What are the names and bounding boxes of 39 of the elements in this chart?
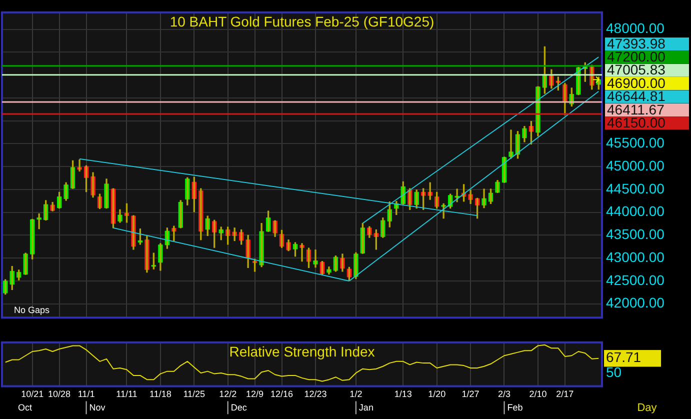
text: Feb xyxy=(507,402,523,413)
x-tick-label: 10/21 xyxy=(21,389,44,400)
x-tick-label: 1/2 xyxy=(350,389,362,400)
x-tick-label: 1/13 xyxy=(394,389,412,400)
y-tick-label: 45500.00 xyxy=(606,134,665,151)
chart-title: 10 BAHT Gold Futures Feb-25 (GF10G25) xyxy=(170,13,434,30)
x-tick-label: 2/17 xyxy=(556,389,574,400)
x-tick-label: 11/11 xyxy=(116,389,138,400)
y-tick-label: 43000.00 xyxy=(606,248,665,265)
x-tick-label: 12/16 xyxy=(270,389,294,400)
annotation: No Gaps xyxy=(14,305,50,316)
x-axis-title: Day xyxy=(637,402,658,414)
chart-title: Relative Strength Index xyxy=(229,343,375,360)
x-tick-label: 11/25 xyxy=(183,389,206,400)
x-tick-label: 1/20 xyxy=(428,389,446,400)
x-tick-label: 2/10 xyxy=(529,389,547,400)
text: Oct xyxy=(18,402,32,413)
text: Jan xyxy=(358,402,374,413)
y-tick-label: 42000.00 xyxy=(606,294,665,311)
ref-line-label: 46150.00 xyxy=(607,114,666,131)
data-label: 47393.98 xyxy=(607,35,666,52)
y-tick-label: 48000.00 xyxy=(606,20,665,36)
text: Nov xyxy=(89,402,106,413)
x-tick-label: 12/23 xyxy=(304,389,327,400)
x-tick-label: 2/3 xyxy=(498,389,511,400)
x-tick-label: 12/9 xyxy=(246,389,264,400)
x-tick-label: 11/1 xyxy=(78,389,95,400)
y-tick-label: 44500.00 xyxy=(606,180,665,196)
text: Dec xyxy=(230,402,248,413)
x-tick-label: 10/28 xyxy=(48,389,71,400)
x-tick-label: 12/2 xyxy=(219,389,237,400)
y-tick-label: 44000.00 xyxy=(606,203,665,220)
y-tick-label: 45000.00 xyxy=(606,157,665,174)
y-tick-label: 67.71 xyxy=(606,349,642,366)
y-tick-label: 50 xyxy=(606,364,622,380)
y-tick-label: 43500.00 xyxy=(606,226,665,242)
y-tick-label: 42500.00 xyxy=(606,272,665,288)
x-tick-label: 11/18 xyxy=(149,389,172,400)
x-tick-label: 1/27 xyxy=(462,389,480,400)
